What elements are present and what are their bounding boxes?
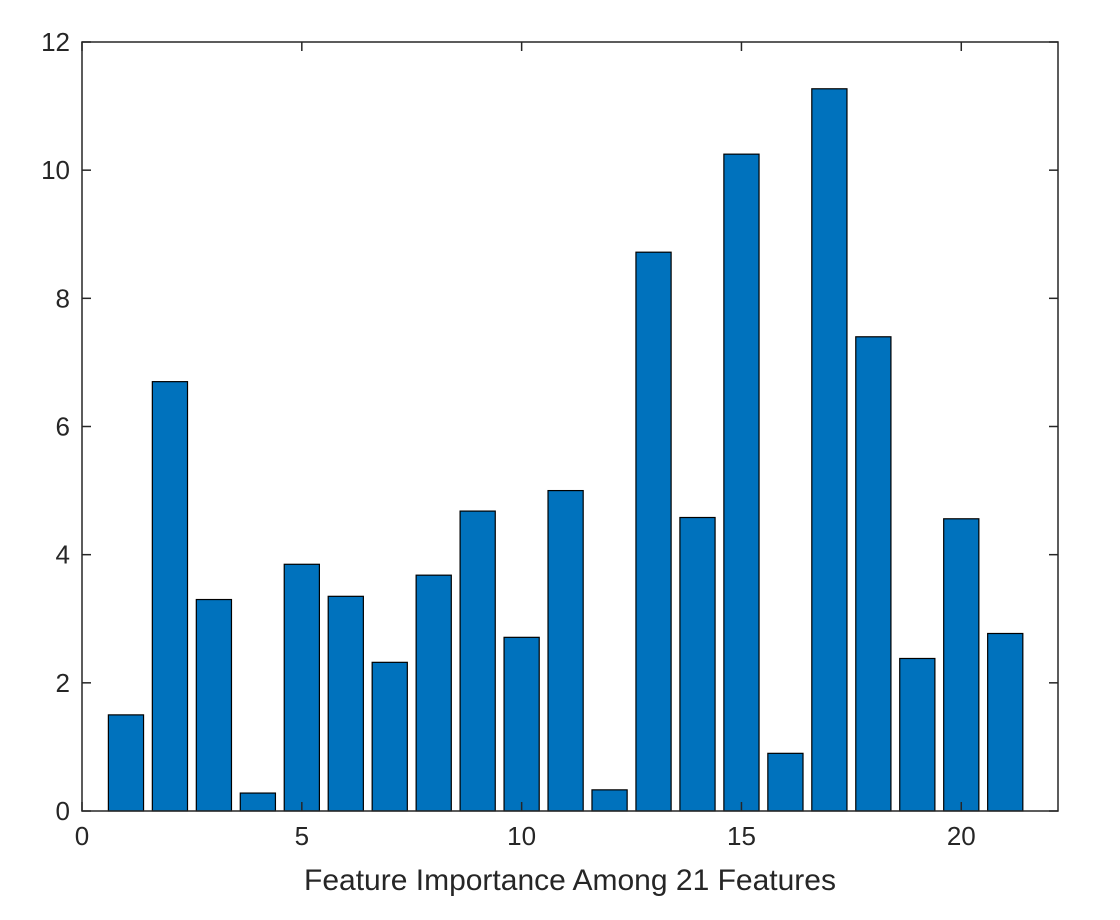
y-tick-label-10: 10 (41, 155, 70, 185)
bar-4 (239, 792, 277, 812)
x-tick-label-0: 0 (75, 821, 89, 851)
x-tick-label-10: 10 (507, 821, 536, 851)
y-tick-label-2: 2 (56, 668, 70, 698)
bar-19 (899, 657, 936, 812)
y-tick-label-4: 4 (56, 540, 70, 570)
bar-5 (283, 563, 321, 812)
bar-13 (635, 251, 672, 812)
bars-group (107, 88, 1024, 812)
bar-12 (591, 789, 628, 812)
x-tick-label-20: 20 (947, 821, 976, 851)
y-tick-label-6: 6 (56, 412, 70, 442)
y-tick-label-0: 0 (56, 796, 70, 826)
bar-9 (459, 510, 496, 812)
bar-2 (151, 381, 189, 812)
bar-3 (195, 598, 233, 812)
bar-18 (855, 336, 892, 812)
bar-6 (327, 595, 364, 812)
x-tick-label-15: 15 (727, 821, 756, 851)
bar-20 (943, 518, 980, 812)
bar-17 (811, 88, 848, 812)
bar-7 (371, 661, 408, 812)
bar-15 (723, 153, 760, 812)
bar-16 (767, 752, 804, 812)
x-axis-title: Feature Importance Among 21 Features (304, 864, 836, 897)
bar-1 (107, 714, 145, 812)
bar-14 (679, 516, 716, 812)
bar-11 (547, 489, 584, 812)
y-tick-label-8: 8 (56, 283, 70, 313)
x-tick-label-5: 5 (295, 821, 309, 851)
bar-10 (503, 636, 540, 812)
ticks-group (81, 41, 1058, 812)
tick-labels-group: 0 5 10 15 20 0 2 4 6 8 10 12 (41, 27, 976, 851)
bar-8 (415, 574, 452, 812)
bar-21 (987, 632, 1024, 812)
y-tick-label-12: 12 (41, 27, 70, 57)
